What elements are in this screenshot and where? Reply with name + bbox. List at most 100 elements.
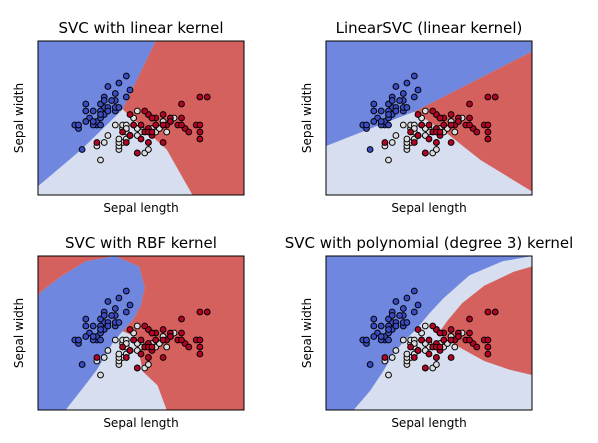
data-point-class-0 bbox=[78, 146, 86, 153]
data-point-class-0 bbox=[388, 312, 396, 319]
data-point-class-0 bbox=[97, 336, 104, 344]
data-point-class-2 bbox=[148, 329, 156, 337]
subplot-2: LinearSVC (linear kernel) Sepal length Sep… bbox=[300, 19, 533, 215]
data-point-class-0 bbox=[410, 308, 418, 316]
data-point-class-2 bbox=[410, 354, 418, 361]
data-point-class-2 bbox=[203, 308, 211, 316]
data-point-class-2 bbox=[414, 347, 422, 354]
data-point-class-2 bbox=[447, 326, 455, 333]
data-point-class-1 bbox=[133, 107, 141, 115]
data-point-class-1 bbox=[163, 128, 171, 136]
data-point-class-2 bbox=[455, 333, 462, 340]
data-point-class-0 bbox=[399, 305, 407, 312]
data-point-class-2 bbox=[145, 139, 152, 146]
region-blue bbox=[326, 256, 532, 410]
data-point-class-0 bbox=[82, 107, 90, 115]
x-axis-label: Sepal length bbox=[391, 201, 466, 215]
data-point-class-2 bbox=[381, 139, 389, 146]
data-point-class-2 bbox=[152, 336, 160, 344]
data-point-class-2 bbox=[484, 121, 492, 129]
data-point-class-2 bbox=[159, 326, 167, 333]
data-point-class-1 bbox=[115, 135, 123, 143]
data-point-class-1 bbox=[403, 350, 411, 358]
region-red-corner bbox=[38, 256, 116, 298]
data-point-class-0 bbox=[363, 336, 370, 344]
data-point-class-1 bbox=[399, 121, 407, 129]
data-point-class-2 bbox=[407, 343, 415, 351]
data-point-class-0 bbox=[377, 107, 385, 115]
x-axis-label: Sepal length bbox=[103, 416, 178, 430]
data-point-class-0 bbox=[396, 312, 404, 319]
data-point-class-2 bbox=[137, 336, 145, 344]
data-point-class-0 bbox=[122, 72, 130, 80]
data-point-class-2 bbox=[414, 326, 422, 333]
y-axis-label: Sepal width bbox=[12, 83, 26, 153]
data-point-class-1 bbox=[421, 107, 429, 115]
y-axis-label: Sepal width bbox=[300, 83, 314, 153]
data-point-class-0 bbox=[115, 319, 123, 326]
data-point-class-0 bbox=[104, 322, 112, 330]
data-point-class-0 bbox=[97, 326, 104, 333]
data-point-class-1 bbox=[403, 135, 411, 143]
x-axis-label: Sepal length bbox=[103, 201, 178, 215]
data-point-class-0 bbox=[366, 361, 374, 368]
data-point-class-1 bbox=[433, 146, 440, 153]
data-point-class-0 bbox=[122, 93, 130, 101]
data-point-class-2 bbox=[421, 149, 429, 157]
data-point-class-0 bbox=[75, 121, 82, 129]
data-point-class-2 bbox=[178, 329, 185, 337]
subplot-title: LinearSVC (linear kernel) bbox=[336, 19, 523, 37]
data-point-class-2 bbox=[196, 350, 204, 358]
data-point-class-2 bbox=[466, 336, 473, 344]
data-point-class-1 bbox=[392, 347, 400, 354]
data-point-class-0 bbox=[126, 86, 134, 94]
data-point-class-2 bbox=[159, 121, 167, 129]
data-point-class-0 bbox=[363, 121, 370, 129]
subplot-title: SVC with linear kernel bbox=[59, 19, 224, 37]
data-point-class-0 bbox=[396, 97, 404, 104]
data-point-class-2 bbox=[178, 121, 185, 129]
data-point-class-2 bbox=[491, 308, 499, 316]
data-point-class-0 bbox=[370, 333, 378, 340]
subplot-4: SVC with polynomial (degree 3) kernel Sep… bbox=[285, 234, 574, 430]
data-point-class-2 bbox=[484, 93, 492, 101]
data-point-class-0 bbox=[377, 333, 385, 340]
data-point-class-1 bbox=[421, 322, 429, 330]
data-point-class-2 bbox=[185, 343, 193, 351]
data-point-class-0 bbox=[82, 315, 90, 323]
data-point-class-2 bbox=[425, 336, 433, 344]
data-point-class-0 bbox=[410, 72, 418, 80]
data-point-class-0 bbox=[122, 308, 130, 316]
plot-area bbox=[326, 41, 532, 195]
data-point-class-0 bbox=[115, 79, 123, 87]
data-point-class-2 bbox=[196, 121, 204, 129]
data-point-class-2 bbox=[484, 308, 492, 316]
data-point-class-0 bbox=[108, 312, 115, 319]
data-point-class-2 bbox=[178, 315, 185, 323]
data-point-class-0 bbox=[403, 79, 411, 87]
data-point-class-1 bbox=[133, 322, 141, 330]
y-axis-label: Sepal width bbox=[300, 298, 314, 368]
data-point-class-0 bbox=[100, 97, 108, 104]
data-point-class-2 bbox=[410, 139, 418, 146]
data-point-class-2 bbox=[484, 350, 492, 358]
data-point-class-1 bbox=[451, 128, 459, 136]
data-point-class-1 bbox=[433, 361, 440, 368]
data-point-class-2 bbox=[196, 135, 204, 143]
axes-frame bbox=[37, 255, 245, 411]
data-point-class-0 bbox=[392, 83, 400, 90]
data-point-class-2 bbox=[466, 100, 473, 108]
data-point-class-0 bbox=[392, 298, 400, 305]
data-point-class-2 bbox=[126, 132, 134, 139]
data-point-class-0 bbox=[388, 97, 396, 104]
data-point-class-0 bbox=[75, 336, 82, 344]
data-point-class-2 bbox=[407, 128, 415, 136]
data-point-class-2 bbox=[436, 343, 444, 351]
region-red bbox=[440, 266, 532, 375]
data-point-class-2 bbox=[119, 343, 126, 351]
data-point-class-2 bbox=[130, 336, 138, 344]
data-point-class-2 bbox=[133, 149, 141, 157]
data-point-class-2 bbox=[484, 343, 492, 351]
data-point-class-0 bbox=[414, 301, 422, 309]
data-point-class-1 bbox=[163, 343, 171, 351]
